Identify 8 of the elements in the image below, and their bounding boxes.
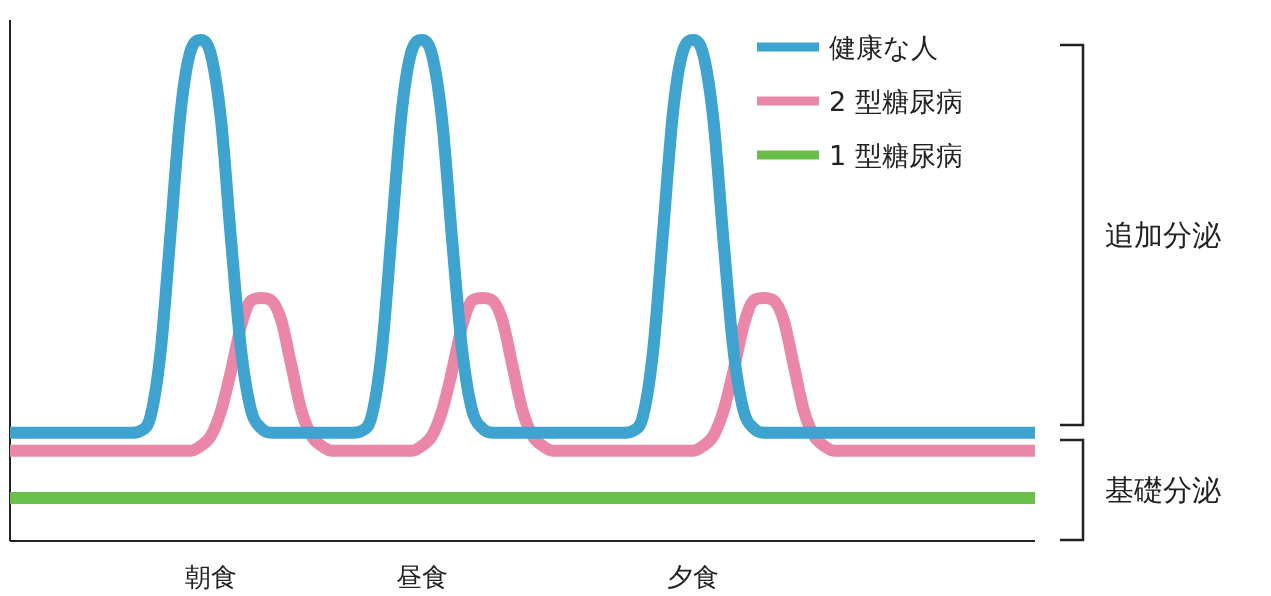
x-tick-label: 朝食	[184, 562, 237, 592]
x-tick-label: 夕食	[667, 562, 720, 592]
legend-label: 2 型糖尿病	[829, 86, 963, 117]
legend-label: 健康な人	[829, 32, 938, 63]
text: 追加分泌	[1105, 218, 1221, 252]
legend-label: 1 型糖尿病	[829, 140, 963, 171]
x-tick-label: 昼食	[396, 562, 449, 592]
text: 基礎分泌	[1105, 473, 1221, 507]
